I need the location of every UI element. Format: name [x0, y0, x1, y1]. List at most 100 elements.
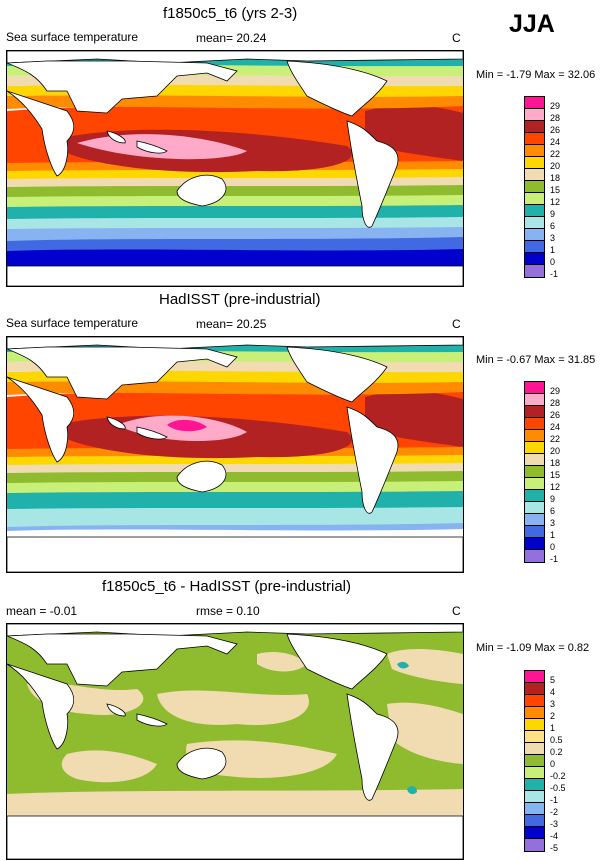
- swatch: [525, 526, 544, 538]
- panel3-map-svg: [7, 624, 463, 859]
- panel3-minmax: Min = -1.09 Max = 0.82: [476, 642, 590, 654]
- panel2-scale-label: 22: [550, 434, 561, 444]
- panel2-minmax: Min = -0.67 Max = 31.85: [476, 354, 596, 366]
- season-label: JJA: [509, 10, 555, 38]
- swatch: [525, 815, 544, 827]
- panel2-scale-label: 12: [550, 482, 561, 492]
- panel1-scale-label: 24: [550, 137, 561, 147]
- swatch: [525, 827, 544, 839]
- panel1-map: [6, 50, 464, 287]
- panel1-mean: mean= 20.24: [196, 31, 267, 45]
- swatch: [525, 205, 544, 217]
- panel2-title: HadISST (pre-industrial): [159, 291, 321, 308]
- panel3-scale-label: 0.2: [550, 747, 563, 757]
- panel1-units: C: [452, 31, 461, 45]
- swatch: [525, 803, 544, 815]
- panel1-field-label: Sea surface temperature: [6, 30, 139, 44]
- swatch: [525, 394, 544, 406]
- swatch: [525, 671, 544, 683]
- panel3-scale-label: 0: [550, 759, 556, 769]
- panel3-scale-label: 5: [550, 675, 556, 685]
- panel1-scale-label: 3: [550, 233, 556, 243]
- swatch: [525, 121, 544, 133]
- swatch: [525, 695, 544, 707]
- panel2-colorbar: [524, 381, 545, 563]
- panel2-units: C: [452, 317, 461, 331]
- swatch: [525, 253, 544, 265]
- panel2-scale-label: 0: [550, 542, 556, 552]
- swatch: [525, 683, 544, 695]
- swatch: [525, 265, 544, 277]
- land-masses: [7, 337, 463, 572]
- panel1-map-svg: [7, 51, 463, 286]
- swatch: [525, 97, 544, 109]
- swatch: [525, 454, 544, 466]
- panel2-scale-label: 15: [550, 470, 561, 480]
- land-masses: [7, 51, 463, 286]
- panel1-scale-label: 15: [550, 185, 561, 195]
- panel1-scale-label: 1: [550, 245, 556, 255]
- swatch: [525, 719, 544, 731]
- swatch: [525, 707, 544, 719]
- swatch: [525, 743, 544, 755]
- panel1-scale-label: 28: [550, 113, 561, 123]
- swatch: [525, 181, 544, 193]
- panel1-title: f1850c5_t6 (yrs 2-3): [163, 5, 298, 22]
- swatch: [525, 791, 544, 803]
- panel3-map: [6, 623, 464, 860]
- panel2-scale-label: -1: [550, 554, 559, 564]
- swatch: [525, 169, 544, 181]
- swatch: [525, 430, 544, 442]
- swatch: [525, 538, 544, 550]
- swatch: [525, 145, 544, 157]
- panel2-map-svg: [7, 337, 463, 572]
- swatch: [525, 755, 544, 767]
- panel3-scale-label: 2: [550, 711, 556, 721]
- panel2-scale-label: 18: [550, 458, 561, 468]
- panel3-scale-label: -2: [550, 807, 559, 817]
- panel3-units: C: [452, 604, 461, 618]
- sst-bands: [7, 51, 463, 266]
- panel1-scale-label: 12: [550, 197, 561, 207]
- panel1-scale-label: 9: [550, 209, 556, 219]
- swatch: [525, 406, 544, 418]
- swatch: [525, 779, 544, 791]
- swatch: [525, 550, 544, 562]
- swatch: [525, 229, 544, 241]
- swatch: [525, 109, 544, 121]
- swatch: [525, 418, 544, 430]
- swatch: [525, 466, 544, 478]
- swatch: [525, 490, 544, 502]
- panel3-colorbar: [524, 670, 545, 852]
- swatch: [525, 157, 544, 169]
- panel3-scale-label: 0.5: [550, 735, 563, 745]
- panel3-scale-label: -4: [550, 831, 559, 841]
- swatch: [525, 514, 544, 526]
- swatch: [525, 731, 544, 743]
- panel1-scale-label: -1: [550, 269, 559, 279]
- panel2-map: [6, 336, 464, 573]
- swatch: [525, 767, 544, 779]
- panel3-scale-label: -5: [550, 843, 559, 853]
- swatch: [525, 478, 544, 490]
- swatch: [525, 133, 544, 145]
- panel2-scale-label: 9: [550, 494, 556, 504]
- panel2-scale-label: 6: [550, 506, 556, 516]
- panel3-scale-label: 1: [550, 723, 556, 733]
- panel3-scale-label: 3: [550, 699, 556, 709]
- panel1-scale-label: 29: [550, 101, 561, 111]
- panel2-scale-label: 26: [550, 410, 561, 420]
- panel2-scale-label: 3: [550, 518, 556, 528]
- panel1-scale-label: 20: [550, 161, 561, 171]
- panel2-scale-label: 28: [550, 398, 561, 408]
- swatch: [525, 241, 544, 253]
- land-masses: [7, 624, 463, 859]
- panel1-minmax: Min = -1.79 Max = 32.06: [476, 69, 596, 81]
- panel3-mean: mean = -0.01: [6, 604, 78, 618]
- panel2-field-label: Sea surface temperature: [6, 316, 139, 330]
- panel2-scale-label: 24: [550, 422, 561, 432]
- panel3-scale-label: -0.5: [550, 783, 566, 793]
- panel1-scale-label: 22: [550, 149, 561, 159]
- panel3-scale-label: 4: [550, 687, 556, 697]
- panel2-scale-label: 29: [550, 386, 561, 396]
